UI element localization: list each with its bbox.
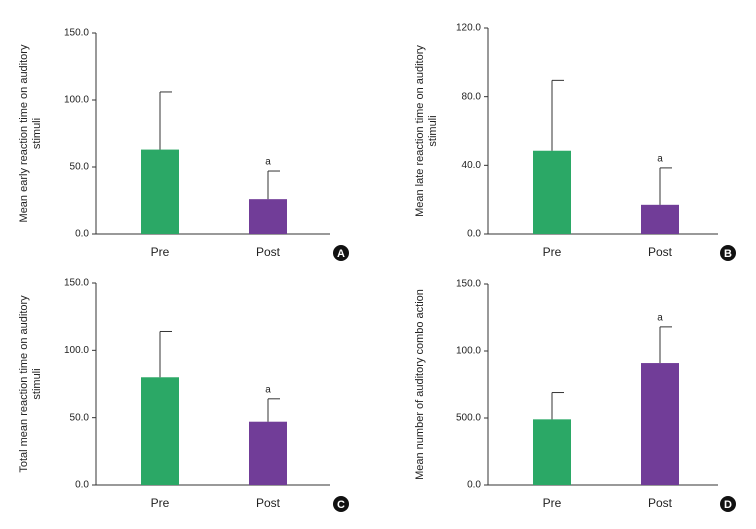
bar xyxy=(249,199,287,234)
y-tick-label: 150.0 xyxy=(64,278,89,289)
panel-badge xyxy=(720,245,736,261)
bar xyxy=(533,150,571,234)
y-tick-label: 40.0 xyxy=(462,160,482,171)
panel-letter: A xyxy=(337,248,345,260)
y-tick-label: 500.0 xyxy=(456,413,481,424)
x-tick-label: Post xyxy=(648,496,673,510)
annotation: a xyxy=(265,384,271,395)
x-tick-label: Post xyxy=(256,245,281,259)
y-tick-label: 150.0 xyxy=(456,279,481,290)
annotation: a xyxy=(657,154,663,165)
y-tick-label: 0.0 xyxy=(467,229,481,240)
y-axis-label: stimuli xyxy=(31,118,43,149)
y-tick-label: 100.0 xyxy=(64,345,89,356)
y-tick-label: 80.0 xyxy=(462,91,482,102)
panel-badge xyxy=(333,245,349,261)
panel-badge xyxy=(333,496,349,512)
bar xyxy=(533,419,571,485)
annotation: a xyxy=(265,157,271,168)
panel-badge xyxy=(720,496,736,512)
y-tick-label: 50.0 xyxy=(70,412,90,423)
y-tick-label: 0.0 xyxy=(75,229,89,240)
y-axis-label: stimuli xyxy=(31,368,43,399)
y-axis-label: Total mean reaction time on auditory xyxy=(18,295,30,473)
y-tick-label: 120.0 xyxy=(456,23,481,34)
x-tick-label: Pre xyxy=(543,496,562,510)
bar xyxy=(141,149,179,234)
panel-letter: B xyxy=(724,248,732,260)
y-tick-label: 0.0 xyxy=(75,480,89,491)
y-tick-label: 100.0 xyxy=(456,346,481,357)
x-tick-label: Post xyxy=(648,245,673,259)
y-tick-label: 0.0 xyxy=(467,480,481,491)
bar xyxy=(249,421,287,485)
x-tick-label: Pre xyxy=(151,496,170,510)
annotation: a xyxy=(657,313,663,324)
y-tick-label: 150.0 xyxy=(64,28,89,39)
y-tick-label: 100.0 xyxy=(64,95,89,106)
panel-letter: C xyxy=(337,499,345,511)
y-axis-label: stimuli xyxy=(427,115,439,146)
x-tick-label: Pre xyxy=(151,245,170,259)
y-tick-label: 50.0 xyxy=(70,162,90,173)
y-axis-label: Mean early reaction time on auditory xyxy=(18,44,30,222)
y-axis-label: Mean number of auditory combo action xyxy=(414,289,426,480)
bar xyxy=(641,363,679,485)
x-tick-label: Pre xyxy=(543,245,562,259)
bar xyxy=(141,377,179,485)
y-axis-label: Mean late reaction time on auditory xyxy=(414,45,426,217)
x-tick-label: Post xyxy=(256,496,281,510)
bar xyxy=(641,204,679,234)
panel-letter: D xyxy=(724,499,732,511)
